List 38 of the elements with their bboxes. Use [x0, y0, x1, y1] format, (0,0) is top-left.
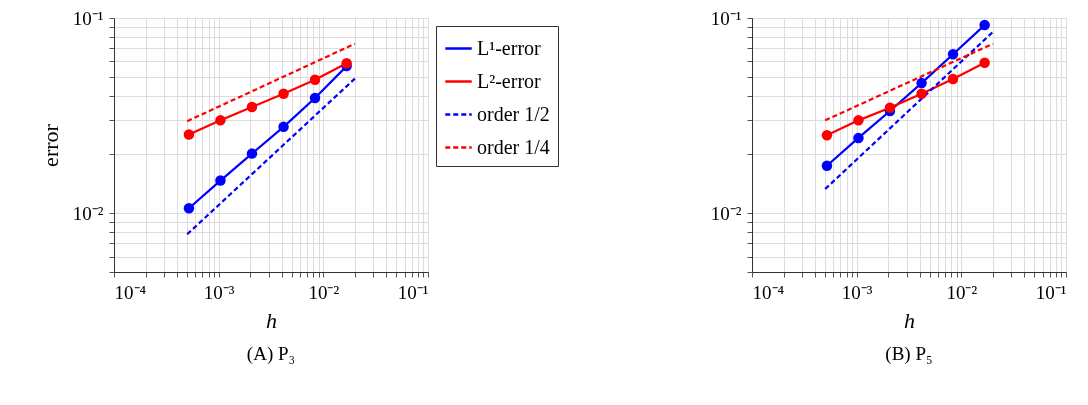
- point: [884, 102, 896, 113]
- x-tick-label: 10⁻³: [841, 281, 873, 303]
- point: [246, 101, 258, 113]
- point: [183, 203, 195, 214]
- legend-label: order 1/4: [477, 135, 550, 158]
- point: [853, 132, 864, 144]
- x-tick-label: 10⁻²: [946, 281, 978, 303]
- point: [979, 57, 990, 68]
- text: (B) P₅: [885, 343, 933, 365]
- legend-label: L²-error: [477, 69, 542, 92]
- x-axis-title: h: [904, 307, 915, 333]
- point: [309, 92, 321, 104]
- point: [278, 121, 289, 133]
- point: [309, 74, 321, 85]
- x-tick-label: 10⁻¹: [397, 281, 429, 303]
- point: [278, 88, 289, 100]
- y-axis-title: error: [37, 123, 63, 167]
- point: [947, 73, 959, 85]
- point: [916, 77, 927, 89]
- x-axis-title: h: [266, 307, 277, 333]
- x-tick-label: 10⁻⁴: [752, 281, 785, 303]
- x-tick-label: 10⁻⁴: [114, 281, 147, 303]
- point: [979, 19, 990, 31]
- x-tick-label: 10⁻¹: [1035, 281, 1067, 303]
- point: [183, 129, 195, 140]
- point: [246, 148, 258, 159]
- point: [215, 115, 226, 126]
- point: [947, 49, 959, 60]
- text: (A) P₃: [246, 343, 296, 365]
- point: [215, 175, 226, 186]
- point: [853, 115, 864, 126]
- x-tick-label: 10⁻²: [308, 281, 340, 303]
- point: [821, 160, 833, 172]
- x-tick-label: 10⁻³: [203, 281, 235, 303]
- legend-label: order 1/2: [477, 102, 550, 125]
- point: [916, 88, 927, 100]
- legend-label: L¹-error: [477, 36, 542, 59]
- point: [821, 129, 833, 141]
